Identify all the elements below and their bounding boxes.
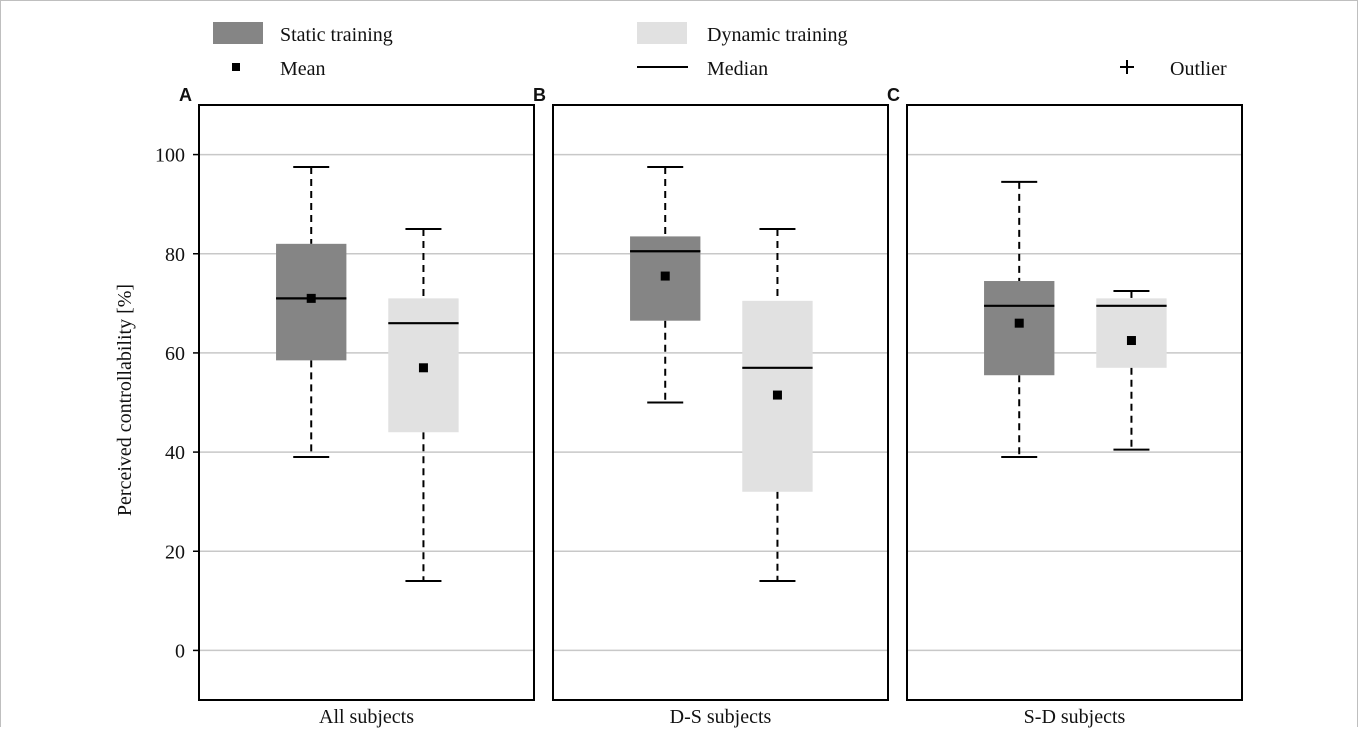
- legend-outlier-label: Outlier: [1170, 58, 1227, 80]
- iqr-box: [984, 281, 1055, 376]
- y-tick-label: 60: [165, 343, 185, 365]
- box-static: [276, 165, 347, 459]
- panel-letter: B: [533, 85, 546, 105]
- x-axis-label: S-D subjects: [1024, 706, 1126, 728]
- mean-marker: [418, 363, 428, 373]
- y-axis-label: Perceived controllability [%]: [114, 284, 136, 516]
- panel-letter: A: [179, 85, 192, 105]
- y-tick-label: 40: [165, 442, 185, 464]
- legend-outlier-marker: [1120, 60, 1134, 74]
- legend-mean-label: Mean: [280, 58, 326, 80]
- y-tick-label: 80: [165, 244, 185, 266]
- legend: Static training Dynamic training Mean Me…: [213, 22, 1227, 80]
- panel-border: [552, 104, 889, 701]
- box-dynamic: [1096, 289, 1167, 451]
- panel-border: [906, 104, 1243, 701]
- box-static: [984, 180, 1055, 459]
- panel-letter: C: [887, 85, 900, 105]
- iqr-box: [1096, 298, 1167, 368]
- legend-static-swatch: [213, 22, 263, 44]
- legend-dynamic-label: Dynamic training: [707, 24, 848, 46]
- box-static: [630, 165, 701, 404]
- x-axis-label: All subjects: [319, 706, 414, 728]
- panel-b: B D-S subjects: [533, 85, 889, 728]
- box-dynamic: [388, 227, 459, 582]
- panels: 0 20 40 60 80 100 A All subjects B D-S subjects C S…: [155, 85, 1243, 728]
- mean-marker: [772, 390, 782, 400]
- y-tick-label: 100: [155, 145, 185, 167]
- mean-marker: [306, 293, 316, 303]
- panel-a: 0 20 40 60 80 100 A All subjects: [155, 85, 535, 728]
- y-tick-label: 0: [175, 640, 185, 662]
- panel-c: C S-D subjects: [887, 85, 1243, 728]
- legend-median-label: Median: [707, 58, 768, 80]
- x-axis-label: D-S subjects: [670, 706, 772, 728]
- panel-border: [198, 104, 535, 701]
- mean-marker: [660, 271, 670, 281]
- mean-marker: [1014, 318, 1024, 328]
- box-dynamic: [742, 227, 813, 582]
- legend-dynamic-swatch: [637, 22, 687, 44]
- mean-marker: [1126, 336, 1136, 346]
- y-tick-label: 20: [165, 541, 185, 563]
- legend-mean-marker: [232, 63, 240, 71]
- legend-static-label: Static training: [280, 24, 393, 46]
